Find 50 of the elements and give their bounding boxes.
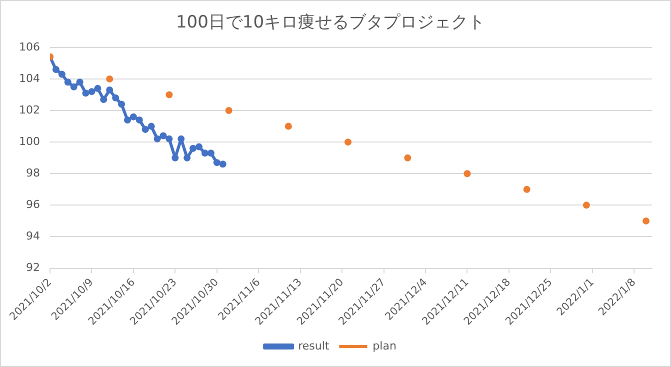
point [64,78,72,86]
y-tick-label: 92 [26,261,40,274]
legend-label: result [298,339,330,352]
y-tick-label: 102 [18,103,40,116]
point [196,143,203,150]
point [154,135,161,142]
point [106,86,114,94]
point [213,159,220,166]
point [118,100,126,108]
point [142,126,149,133]
point [464,170,471,178]
point [184,154,191,162]
y-tick-label: 104 [18,72,40,85]
point [178,135,185,142]
point [207,150,214,157]
point [404,154,412,162]
y-tick-label: 98 [26,166,40,180]
y-tick-label: 94 [26,230,40,243]
point [201,150,208,157]
point [284,122,292,130]
legend-label: plan [372,339,396,352]
point [219,160,226,168]
point [642,217,650,224]
point [190,144,197,152]
point [124,116,131,124]
point [166,91,173,98]
point [166,135,173,142]
point [523,186,530,193]
point [136,116,143,124]
point [52,66,60,73]
y-tick-label: 106 [18,40,40,54]
point [172,154,179,162]
point [160,132,167,140]
chart-title: 100日で10キロ痩せるブタプロジェクト [176,12,486,33]
y-tick-label: 100 [18,134,40,148]
point [70,83,78,90]
point [82,90,90,97]
point [225,107,232,114]
point [582,202,590,209]
point [58,70,66,78]
point [88,88,96,96]
y-tick-label: 96 [26,198,40,212]
point [130,113,137,120]
point [148,122,155,130]
point [344,138,352,146]
point [106,75,114,82]
point [100,96,108,103]
point [76,78,84,86]
point [94,84,102,92]
point [112,94,120,102]
